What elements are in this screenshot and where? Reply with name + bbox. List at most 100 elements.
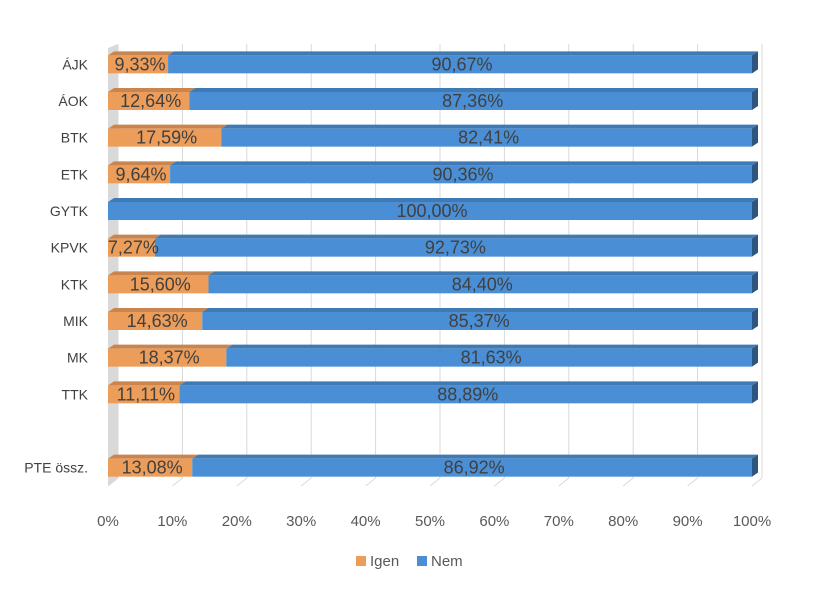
gridline-floor	[300, 477, 312, 487]
data-label: 14,63%	[127, 311, 188, 331]
legend-swatch-nem	[417, 556, 427, 566]
bar-end-face	[752, 344, 758, 367]
bar-segment-nem	[179, 385, 752, 404]
bar-segment-nem	[221, 128, 752, 147]
bars	[108, 51, 759, 477]
legend-swatch-igen	[356, 556, 366, 566]
bar-top-face	[108, 381, 186, 386]
bar-segment-nem	[170, 165, 752, 184]
bar-top-face	[108, 88, 196, 92]
bar-segment-nem	[192, 458, 752, 477]
gridline-floor	[558, 477, 570, 487]
gridline-floor	[107, 477, 119, 487]
bar-segment-igen	[108, 275, 209, 294]
bar-top-face	[108, 271, 215, 276]
bar-top-face	[108, 161, 177, 166]
bar-top-face	[221, 124, 758, 129]
gridline-floor	[494, 477, 505, 487]
data-label: 100,00%	[396, 201, 467, 221]
bar-top-face	[189, 88, 758, 92]
gridline-floor	[365, 477, 376, 487]
data-label: 82,41%	[458, 128, 519, 148]
bar-end-face	[752, 308, 758, 330]
x-tick-label: 50%	[415, 513, 445, 530]
data-labels: 9,33% 90,67% 12,64% 87,36% 17,59% 82,41% 9,64%…	[108, 54, 522, 477]
bar-end-face	[752, 124, 758, 147]
bar-segment-igen	[108, 348, 227, 367]
bar-segment-igen	[108, 92, 190, 110]
data-label: 90,36%	[433, 164, 494, 184]
bar-top-face	[108, 51, 175, 56]
bar-end-face	[752, 51, 758, 74]
data-label: 9,33%	[115, 54, 166, 74]
bar-top-face	[208, 271, 759, 276]
x-tick-label: 80%	[608, 513, 638, 530]
bar-top-face	[202, 308, 759, 312]
category-label: MK	[67, 350, 89, 366]
x-tick-label: 90%	[673, 513, 703, 530]
category-label: ÁJK	[62, 56, 88, 72]
bar-segment-nem	[226, 348, 752, 367]
data-label: 84,40%	[452, 274, 513, 294]
x-tick-label: 10%	[157, 513, 187, 530]
chart-floor	[108, 44, 118, 486]
bar-top-face	[192, 454, 758, 459]
bar-segment-nem	[108, 202, 752, 220]
x-tick-labels: 0% 10% 20% 30% 40% 50% 60% 70% 80% 90% 100%	[97, 513, 771, 530]
category-label: ETK	[61, 166, 89, 182]
data-label: 18,37%	[139, 348, 200, 368]
bar-segment-nem	[154, 238, 753, 257]
data-label: 87,36%	[442, 91, 503, 111]
gridline-floor	[751, 477, 763, 487]
bar-segment-nem	[208, 275, 753, 294]
bar-end-face	[752, 271, 758, 294]
bar-end-face	[752, 454, 758, 477]
bar-segment-igen	[108, 238, 155, 257]
category-labels: ÁJK ÁOK BTK ETK GYTK KPVK KTK MIK MK TTK PTE össz.	[24, 56, 88, 475]
bar-segment-igen	[108, 385, 180, 404]
data-label: 81,63%	[461, 348, 522, 368]
data-label: 90,67%	[432, 54, 493, 74]
legend-label: Nem	[431, 553, 463, 570]
bar-top-face	[108, 234, 161, 239]
data-label: 12,64%	[120, 91, 181, 111]
x-tick-label: 20%	[222, 513, 252, 530]
data-label: 92,73%	[425, 238, 486, 258]
bar-top-face	[108, 124, 228, 129]
bar-segment-igen	[108, 312, 203, 330]
bar-top-face	[170, 161, 758, 166]
bar-top-face	[179, 381, 758, 386]
bar-end-face	[752, 234, 758, 257]
data-label: 11,11%	[117, 384, 175, 404]
data-label: 86,92%	[444, 458, 505, 478]
bar-segment-igen	[108, 165, 171, 184]
gridline-floor	[429, 477, 441, 487]
bar-end-face	[752, 161, 758, 184]
category-label: KPVK	[51, 240, 89, 256]
category-label: GYTK	[50, 203, 89, 219]
bar-top-face	[168, 51, 758, 56]
side-wall	[108, 44, 118, 486]
bar-segment-nem	[202, 312, 753, 330]
category-label: TTK	[62, 386, 89, 402]
data-label: 17,59%	[136, 128, 197, 148]
x-tick-label: 0%	[97, 513, 119, 530]
category-label: ÁOK	[58, 93, 88, 109]
bar-top-face	[108, 198, 758, 202]
legend-label: Igen	[370, 553, 399, 570]
data-label: 9,64%	[116, 164, 167, 184]
legend: Igen Nem	[356, 553, 463, 570]
category-label: BTK	[61, 130, 89, 146]
data-label: 13,08%	[122, 458, 183, 478]
gridline-floor	[236, 477, 248, 487]
bar-top-face	[154, 234, 759, 239]
x-tick-label: 40%	[351, 513, 381, 530]
bar-segment-igen	[108, 458, 193, 477]
bar-top-face	[108, 308, 209, 312]
category-label: KTK	[61, 276, 89, 292]
bar-end-face	[752, 88, 758, 110]
bar-segment-igen	[108, 128, 222, 147]
gridline-floor	[172, 477, 183, 487]
bar-segment-igen	[108, 55, 169, 74]
